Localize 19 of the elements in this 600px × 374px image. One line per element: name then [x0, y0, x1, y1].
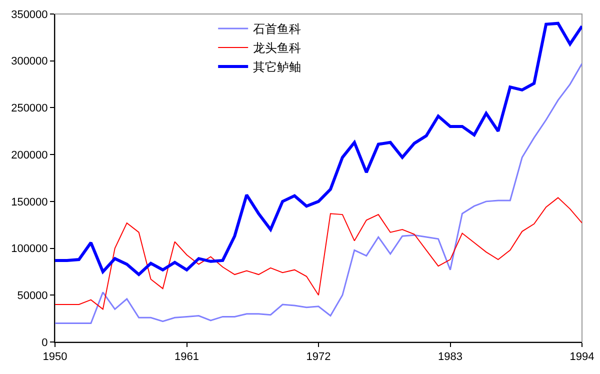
- line-series: [55, 22, 582, 276]
- y-tick-label: 150000: [11, 196, 48, 208]
- x-tick-label: 1961: [174, 351, 199, 364]
- x-tick-label: 1983: [438, 351, 462, 364]
- legend-label: 龙头鱼科: [253, 41, 302, 56]
- legend-label: 其它鲈鲉: [253, 60, 302, 74]
- line-series: [55, 62, 582, 324]
- y-tick-label: 50000: [17, 290, 48, 302]
- y-tick-label: 250000: [11, 102, 48, 115]
- x-tick-label: 1950: [42, 351, 68, 364]
- x-tick-label: 1994: [570, 351, 594, 364]
- y-tick-label: 300000: [11, 56, 48, 68]
- x-tick-label: 1972: [306, 351, 331, 364]
- line-series: [55, 197, 582, 310]
- legend-label: 石首鱼科: [253, 22, 302, 36]
- y-tick-label: 200000: [11, 149, 48, 162]
- y-tick-label: 100000: [11, 243, 48, 256]
- y-tick-label: 350000: [11, 8, 48, 21]
- y-tick-label: 0: [42, 336, 48, 349]
